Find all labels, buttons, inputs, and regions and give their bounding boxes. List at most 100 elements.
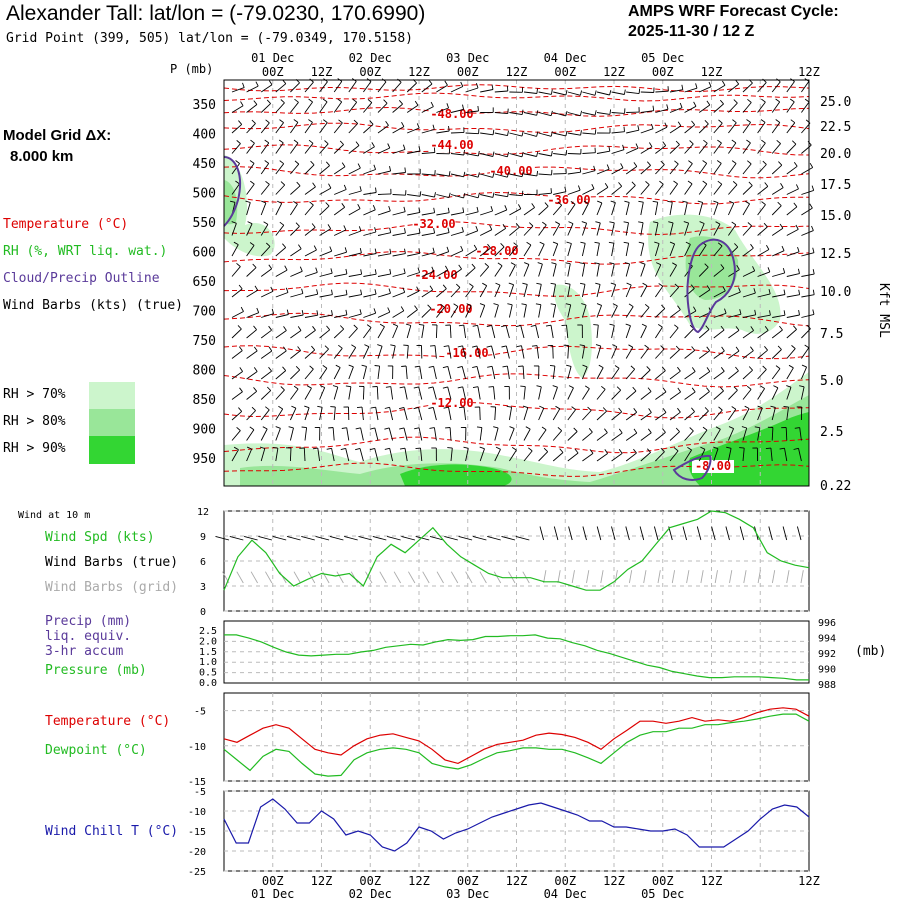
wind-chill-label: Wind Chill T (°C): [45, 824, 179, 839]
wind-barb: [728, 389, 738, 400]
surface-wind-barb-grid: [365, 571, 373, 584]
wind-barb-flag: [579, 344, 585, 347]
wind-barb: [509, 173, 523, 178]
wind-barb: [626, 129, 639, 134]
wind-barb-flag: [699, 221, 705, 224]
wind-speed-tick: 12: [197, 507, 209, 518]
wind-barb-flag: [748, 366, 753, 371]
wind-barb-flag: [713, 446, 719, 450]
wind-barb: [523, 91, 537, 94]
wind-barb-flag: [674, 324, 679, 329]
wind-barb: [801, 273, 815, 277]
wind-barb-flag: [416, 286, 420, 292]
wind-barb: [319, 272, 333, 277]
wind-speed-line: [223, 510, 810, 591]
wind-barb: [786, 407, 789, 421]
wind-barb: [359, 448, 364, 462]
wind-barb-flag: [761, 139, 766, 144]
wind-barb-flag: [443, 406, 449, 409]
wind-barb-flag: [766, 244, 770, 250]
wind-barb-flag: [659, 180, 664, 185]
wind-barb-flag: [472, 365, 478, 369]
wind-barb: [786, 101, 795, 113]
pressure-tick: 988: [818, 680, 836, 691]
wind-barb: [684, 183, 693, 195]
wind-barb: [611, 243, 615, 257]
wind-barb: [406, 309, 418, 318]
wind-barb-flag: [577, 185, 581, 191]
wind-barb-flag: [594, 110, 597, 116]
temperature-legend: Temperature (°C): [3, 217, 129, 232]
model-grid-label: Model Grid ΔX:: [3, 127, 112, 144]
wind-barb: [304, 349, 315, 359]
wind-barb: [494, 427, 499, 441]
wind-barb: [771, 427, 774, 441]
wind-barb: [640, 91, 654, 93]
wind-barb: [567, 223, 574, 236]
wind-barb: [538, 386, 542, 400]
wind-barb-flag: [731, 139, 737, 144]
wind-barb: [757, 226, 768, 236]
wind-barb: [596, 150, 610, 154]
wind-barb: [713, 202, 719, 216]
wind-barb-flag: [374, 269, 377, 275]
wind-barb: [390, 386, 394, 400]
wind-barb-flag: [402, 144, 406, 150]
wind-barb: [567, 153, 581, 155]
wind-barb-flag: [316, 310, 319, 316]
wind-barb: [319, 329, 330, 339]
wind-barb: [771, 187, 784, 195]
wind-barb-flag: [266, 99, 271, 104]
wind-barb: [231, 350, 243, 359]
precip-tick: 0.0: [199, 678, 217, 689]
wind-barb: [567, 112, 581, 117]
wind-barb-flag: [543, 447, 549, 453]
pressure-tick: 600: [193, 246, 216, 261]
wind-barb: [640, 165, 651, 175]
wind-barb: [231, 449, 239, 462]
wind-barb-flag: [293, 201, 298, 205]
surface-wind-barb-grid: [729, 570, 733, 584]
wind-barb: [654, 264, 662, 277]
wind-barb-flag: [673, 180, 678, 185]
wind-barb-flag: [493, 426, 499, 429]
wind-barb-flag: [708, 81, 712, 87]
wind-barb-flag: [400, 306, 405, 312]
wind-barb-flag: [343, 184, 347, 190]
wind-barb: [567, 366, 572, 380]
wind-chill-tick: -5: [194, 787, 206, 798]
surface-wind-barb-grid: [393, 571, 401, 584]
time-tick-bottom: 12Z: [408, 874, 430, 888]
wind-barb-flag: [633, 162, 638, 167]
wind-barb: [669, 309, 681, 318]
wind-barb: [757, 349, 768, 359]
wind-barb-flag: [460, 81, 464, 87]
wind-barb: [713, 429, 721, 441]
wind-barb-flag: [641, 323, 647, 327]
wind-10m-header: Wind at 10 m: [18, 510, 91, 521]
wind-barb: [520, 325, 525, 339]
wind-barb: [436, 232, 450, 236]
wind-barb: [698, 289, 711, 298]
wind-barb-flag: [565, 262, 571, 265]
wind-barb-flag: [719, 99, 724, 105]
surface-wind-barb-true: [711, 526, 716, 541]
wind-barb: [713, 390, 724, 400]
wind-barb: [582, 203, 589, 216]
wind-barb-flag: [662, 387, 667, 393]
wind-barb: [334, 294, 348, 298]
wind-barb: [476, 345, 481, 359]
wind-barb-flag: [278, 405, 283, 410]
rh-legend: RH (%, WRT liq. wat.): [3, 244, 168, 259]
wind-barb: [536, 345, 540, 359]
surface-wind-barb-true: [553, 526, 559, 541]
wind-barb-flag: [238, 120, 243, 125]
isotherm-line: [223, 282, 810, 297]
wind-barb: [418, 427, 423, 441]
wind-barb-flag: [597, 200, 603, 204]
wind-barb-flag: [797, 268, 800, 274]
wind-barb: [436, 307, 445, 318]
wind-barb: [479, 285, 488, 298]
surface-wind-barb-true: [258, 535, 273, 541]
wind-barb-flag: [693, 306, 697, 312]
